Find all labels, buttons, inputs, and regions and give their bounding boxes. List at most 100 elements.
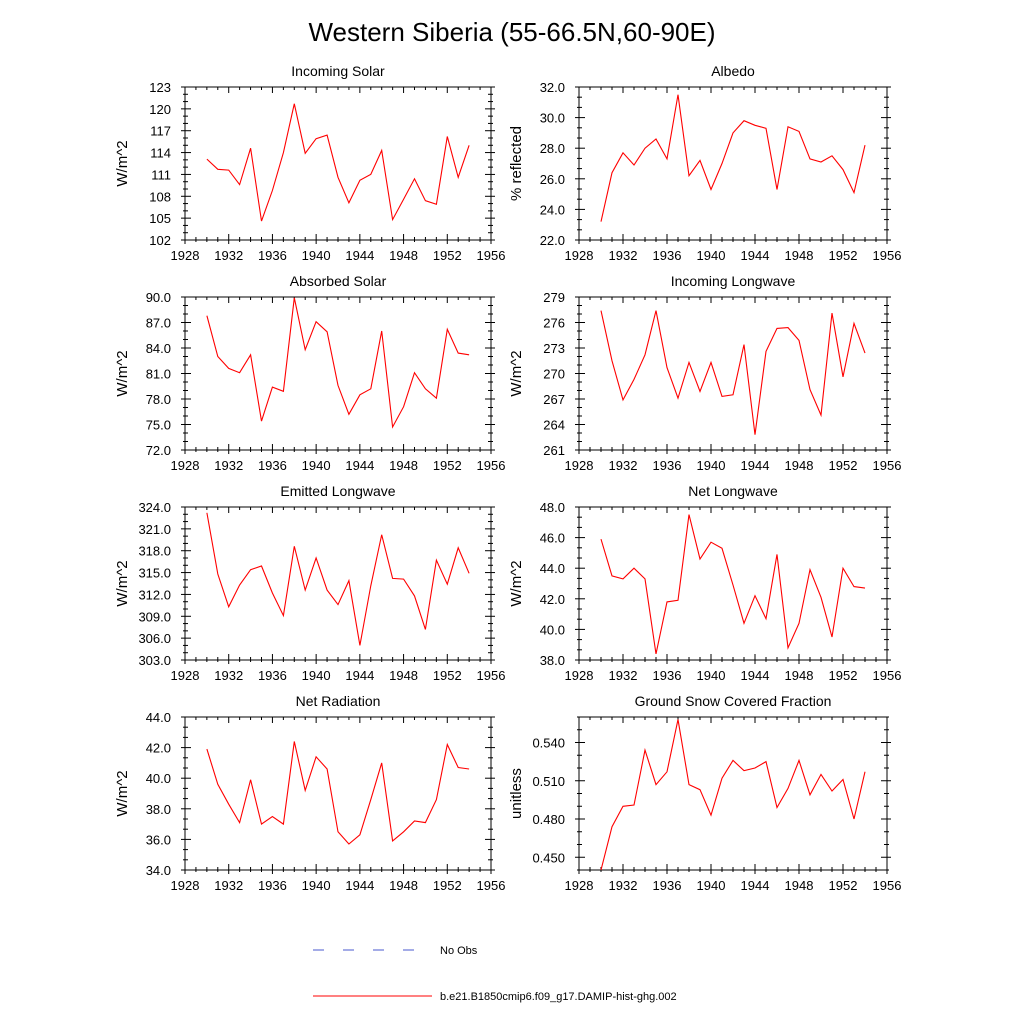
y-tick-label: 75.0: [146, 418, 171, 433]
legend: No Obs b.e21.B1850cmip6.f09_g17.DAMIP-his…: [313, 945, 677, 1003]
series-line: [206, 297, 470, 429]
chart-panel: Net Longwave W/m^2 1928 1932 1936 1940 1944 194…: [508, 483, 901, 683]
y-axis-label: W/m^2: [508, 350, 525, 396]
x-tick-label: 1928: [171, 668, 200, 683]
panel-title: Incoming Solar: [291, 63, 385, 79]
plot-frame: [184, 296, 492, 451]
x-tick-label: 1952: [433, 248, 462, 263]
x-tick-label: 1952: [433, 878, 462, 893]
y-tick-label: 105: [149, 211, 171, 226]
x-tick-label: 1944: [345, 458, 374, 473]
x-tick-label: 1932: [609, 878, 638, 893]
x-tick-label: 1928: [565, 248, 594, 263]
x-tick-label: 1940: [302, 248, 331, 263]
x-tick-label: 1948: [785, 458, 814, 473]
x-tick-label: 1940: [302, 878, 331, 893]
y-tick-label: 28.0: [540, 141, 565, 156]
x-tick-label: 1936: [653, 458, 682, 473]
figure-title: Western Siberia (55-66.5N,60-90E): [308, 17, 715, 47]
x-tick-label: 1956: [873, 248, 902, 263]
x-tick-label: 1944: [345, 668, 374, 683]
chart-panel: Incoming Longwave W/m^2 1928 1932 1936 1940 19…: [508, 273, 901, 473]
y-tick-label: 261: [543, 443, 565, 458]
y-tick-label: 40.0: [146, 771, 171, 786]
y-axis-label: W/m^2: [508, 560, 525, 606]
series-line: [206, 512, 470, 646]
x-tick-label: 1948: [785, 878, 814, 893]
chart-panel: Albedo % reflected 1928 1932 1936 1940 1944 194…: [508, 63, 901, 263]
x-tick-label: 1956: [477, 248, 506, 263]
y-tick-label: 38.0: [146, 802, 171, 817]
x-tick-label: 1940: [697, 878, 726, 893]
legend-label: No Obs: [440, 945, 478, 957]
x-tick-label: 1952: [829, 458, 858, 473]
x-tick-label: 1956: [477, 668, 506, 683]
x-tick-label: 1936: [258, 878, 287, 893]
y-tick-label: 42.0: [146, 741, 171, 756]
y-tick-label: 279: [543, 290, 565, 305]
x-tick-label: 1940: [697, 668, 726, 683]
panel-title: Albedo: [711, 63, 755, 79]
x-tick-label: 1948: [785, 248, 814, 263]
x-tick-label: 1932: [609, 668, 638, 683]
x-tick-label: 1936: [653, 668, 682, 683]
x-tick-label: 1928: [171, 458, 200, 473]
panel-title: Absorbed Solar: [290, 273, 387, 289]
x-tick-label: 1928: [171, 878, 200, 893]
y-tick-label: 108: [149, 189, 171, 204]
y-tick-label: 78.0: [146, 392, 171, 407]
plot-frame: [578, 86, 888, 241]
y-tick-label: 102: [149, 233, 171, 248]
y-tick-label: 321.0: [138, 522, 171, 537]
x-tick-label: 1936: [258, 248, 287, 263]
y-tick-label: 0.510: [532, 774, 565, 789]
x-tick-label: 1932: [609, 458, 638, 473]
panel-title: Emitted Longwave: [280, 483, 395, 499]
series-line: [600, 310, 866, 435]
y-tick-label: 0.450: [532, 850, 565, 865]
plot-frame: [184, 506, 492, 661]
x-tick-label: 1936: [653, 878, 682, 893]
y-tick-label: 120: [149, 102, 171, 117]
y-tick-label: 111: [151, 167, 171, 182]
x-tick-label: 1932: [214, 248, 243, 263]
y-axis-label: % reflected: [508, 126, 525, 201]
x-tick-label: 1928: [565, 878, 594, 893]
y-axis-label: W/m^2: [114, 140, 131, 186]
y-tick-label: 26.0: [540, 172, 565, 187]
y-tick-label: 324.0: [138, 500, 171, 515]
x-tick-label: 1956: [873, 668, 902, 683]
y-tick-label: 123: [149, 80, 171, 95]
plot-frame: [578, 296, 888, 451]
y-tick-label: 84.0: [146, 341, 171, 356]
x-tick-label: 1928: [565, 458, 594, 473]
series-line: [600, 719, 866, 871]
y-tick-label: 42.0: [540, 592, 565, 607]
x-tick-label: 1940: [697, 458, 726, 473]
y-tick-label: 72.0: [146, 443, 171, 458]
y-tick-label: 46.0: [540, 531, 565, 546]
y-tick-label: 34.0: [146, 863, 171, 878]
y-tick-label: 90.0: [146, 290, 171, 305]
y-tick-label: 309.0: [138, 609, 171, 624]
x-tick-label: 1952: [829, 878, 858, 893]
y-tick-label: 267: [543, 392, 565, 407]
panel-title: Ground Snow Covered Fraction: [635, 693, 832, 709]
y-tick-label: 32.0: [540, 80, 565, 95]
x-tick-label: 1940: [302, 458, 331, 473]
y-tick-label: 24.0: [540, 202, 565, 217]
y-tick-label: 114: [150, 146, 171, 161]
x-tick-label: 1948: [389, 458, 418, 473]
x-tick-label: 1940: [697, 248, 726, 263]
y-tick-label: 117: [150, 124, 171, 139]
x-tick-label: 1944: [345, 878, 374, 893]
x-tick-label: 1956: [477, 878, 506, 893]
y-tick-label: 0.480: [532, 812, 565, 827]
chart-panel: Incoming Solar W/m^2 1928 1932 1936 1940 1944 1…: [114, 63, 505, 263]
x-tick-label: 1956: [873, 878, 902, 893]
x-tick-label: 1936: [258, 458, 287, 473]
x-tick-label: 1932: [214, 458, 243, 473]
y-tick-label: 276: [543, 316, 565, 331]
y-tick-label: 315.0: [138, 566, 171, 581]
